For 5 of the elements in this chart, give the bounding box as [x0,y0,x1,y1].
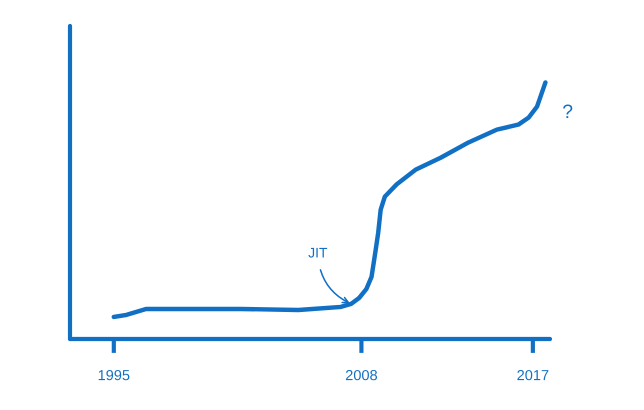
x-tick-label: 2017 [517,370,548,380]
x-tick-label: 2008 [346,370,378,380]
annotation: ? [563,104,572,118]
annotation: JIT [308,248,328,258]
x-tick-label: 1995 [98,370,130,380]
